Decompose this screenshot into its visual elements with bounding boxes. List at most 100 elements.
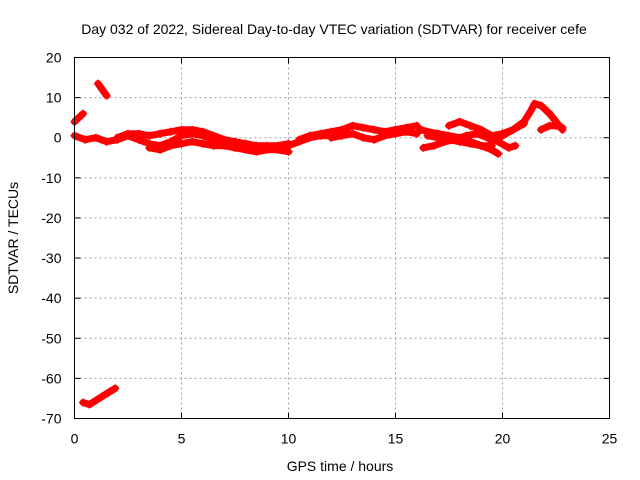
data-point <box>98 392 107 401</box>
data-point <box>509 125 518 134</box>
series-sat-c <box>145 137 293 156</box>
data-point <box>370 135 379 144</box>
x-tick-label: 10 <box>281 431 297 447</box>
data-point <box>348 129 357 138</box>
data-point <box>412 129 421 138</box>
data-point <box>198 127 207 136</box>
data-point <box>177 139 186 148</box>
x-tick-label: 15 <box>388 431 404 447</box>
chart-title: Day 032 of 2022, Sidereal Day-to-day VTE… <box>81 21 587 37</box>
data-point <box>504 143 513 152</box>
data-point <box>494 149 503 158</box>
data-point <box>530 99 539 108</box>
x-tick-label: 20 <box>495 431 511 447</box>
series-sat-d <box>295 121 421 144</box>
data-point <box>111 384 120 393</box>
data-point <box>284 147 293 156</box>
data-point <box>537 101 546 110</box>
data-point <box>98 85 107 94</box>
data-point <box>511 141 520 150</box>
data-point <box>466 139 475 148</box>
data-point <box>198 139 207 148</box>
data-point <box>166 141 175 150</box>
y-tick-label: -30 <box>41 250 61 266</box>
plot-frame <box>74 57 610 419</box>
data-point <box>102 91 111 100</box>
data-point <box>430 141 439 150</box>
data-point <box>94 79 103 88</box>
data-point <box>423 131 432 140</box>
data-point <box>241 145 250 154</box>
y-axis-label: SDTVAR / TECUs <box>5 182 21 294</box>
y-tick-label: -20 <box>41 210 61 226</box>
data-point <box>188 125 197 134</box>
data-point <box>156 145 165 154</box>
grid <box>74 57 610 419</box>
data-point <box>545 109 554 118</box>
y-tick-label: 20 <box>46 50 62 66</box>
y-tick-label: -60 <box>41 370 61 386</box>
data-point <box>91 133 100 142</box>
data-point <box>477 125 486 134</box>
data-point <box>91 396 100 405</box>
data-point <box>145 143 154 152</box>
data-point <box>134 129 143 138</box>
data-point <box>477 141 486 150</box>
data-point <box>79 398 88 407</box>
data-point <box>519 117 528 126</box>
data-point <box>85 400 94 409</box>
data-point <box>412 121 421 130</box>
data-point <box>445 135 453 144</box>
data-point <box>462 131 471 140</box>
data-point <box>81 135 90 144</box>
data-point <box>124 129 132 138</box>
plot-area <box>70 79 567 409</box>
y-tick-label: -70 <box>41 411 61 427</box>
data-point <box>327 133 336 142</box>
data-point <box>434 133 443 142</box>
data-point <box>284 139 293 148</box>
data-point <box>113 133 122 142</box>
data-point <box>537 125 546 134</box>
data-point <box>209 141 218 150</box>
data-point <box>338 131 346 140</box>
data-point <box>391 129 400 138</box>
x-tick-label: 0 <box>71 431 79 447</box>
data-point <box>273 145 282 154</box>
data-point <box>220 141 229 150</box>
data-point <box>177 125 186 134</box>
data-point <box>445 121 453 130</box>
data-point <box>402 127 411 136</box>
data-point <box>102 137 111 146</box>
y-tick-label: -10 <box>41 170 61 186</box>
data-point <box>263 145 272 154</box>
data-point <box>359 123 368 132</box>
y-tick-label: -50 <box>41 330 61 346</box>
data-point <box>526 107 535 116</box>
data-point <box>419 143 428 152</box>
y-tick-label: -40 <box>41 290 61 306</box>
data-point <box>104 388 113 397</box>
data-point <box>188 137 197 146</box>
data-point <box>348 121 357 130</box>
data-point <box>145 131 154 140</box>
y-tick-label: 10 <box>46 90 62 106</box>
data-point <box>455 117 464 126</box>
series-sat-k <box>537 121 567 134</box>
data-point <box>359 133 368 142</box>
axis-ticks: 0 5 10 15 20 25 -70 -60 -50 -40 -30 -20 -10 0 10 20 <box>41 50 617 447</box>
y-tick-label: 0 <box>54 130 62 146</box>
data-point <box>466 121 475 130</box>
data-point <box>209 131 218 140</box>
data-point <box>455 137 464 146</box>
x-axis-label: GPS time / hours <box>287 458 394 474</box>
data-point <box>380 131 389 140</box>
series-sat-b <box>113 125 293 150</box>
data-point <box>231 143 239 152</box>
data-point <box>558 123 567 132</box>
series-line <box>488 100 566 146</box>
series-sat-e <box>327 127 421 144</box>
series-sat-m <box>94 79 111 100</box>
data-point <box>487 137 496 146</box>
